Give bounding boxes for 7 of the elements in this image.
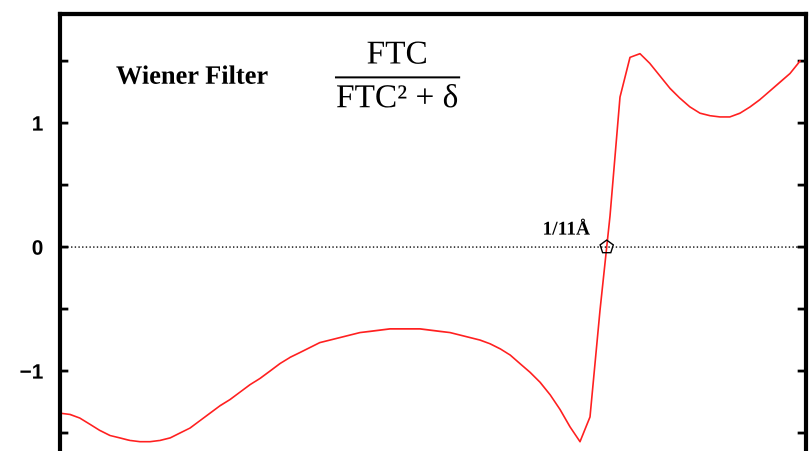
annotation: FTC: [368, 41, 426, 64]
annotation: 1/11Å: [544, 218, 590, 235]
annotation: FTC² + δ: [337, 84, 458, 108]
y-tick-label: 1: [33, 116, 43, 131]
y-tick-label: 0: [32, 240, 42, 255]
text: Wiener Filter: [116, 65, 268, 84]
y-tick-label: −1: [20, 364, 43, 379]
